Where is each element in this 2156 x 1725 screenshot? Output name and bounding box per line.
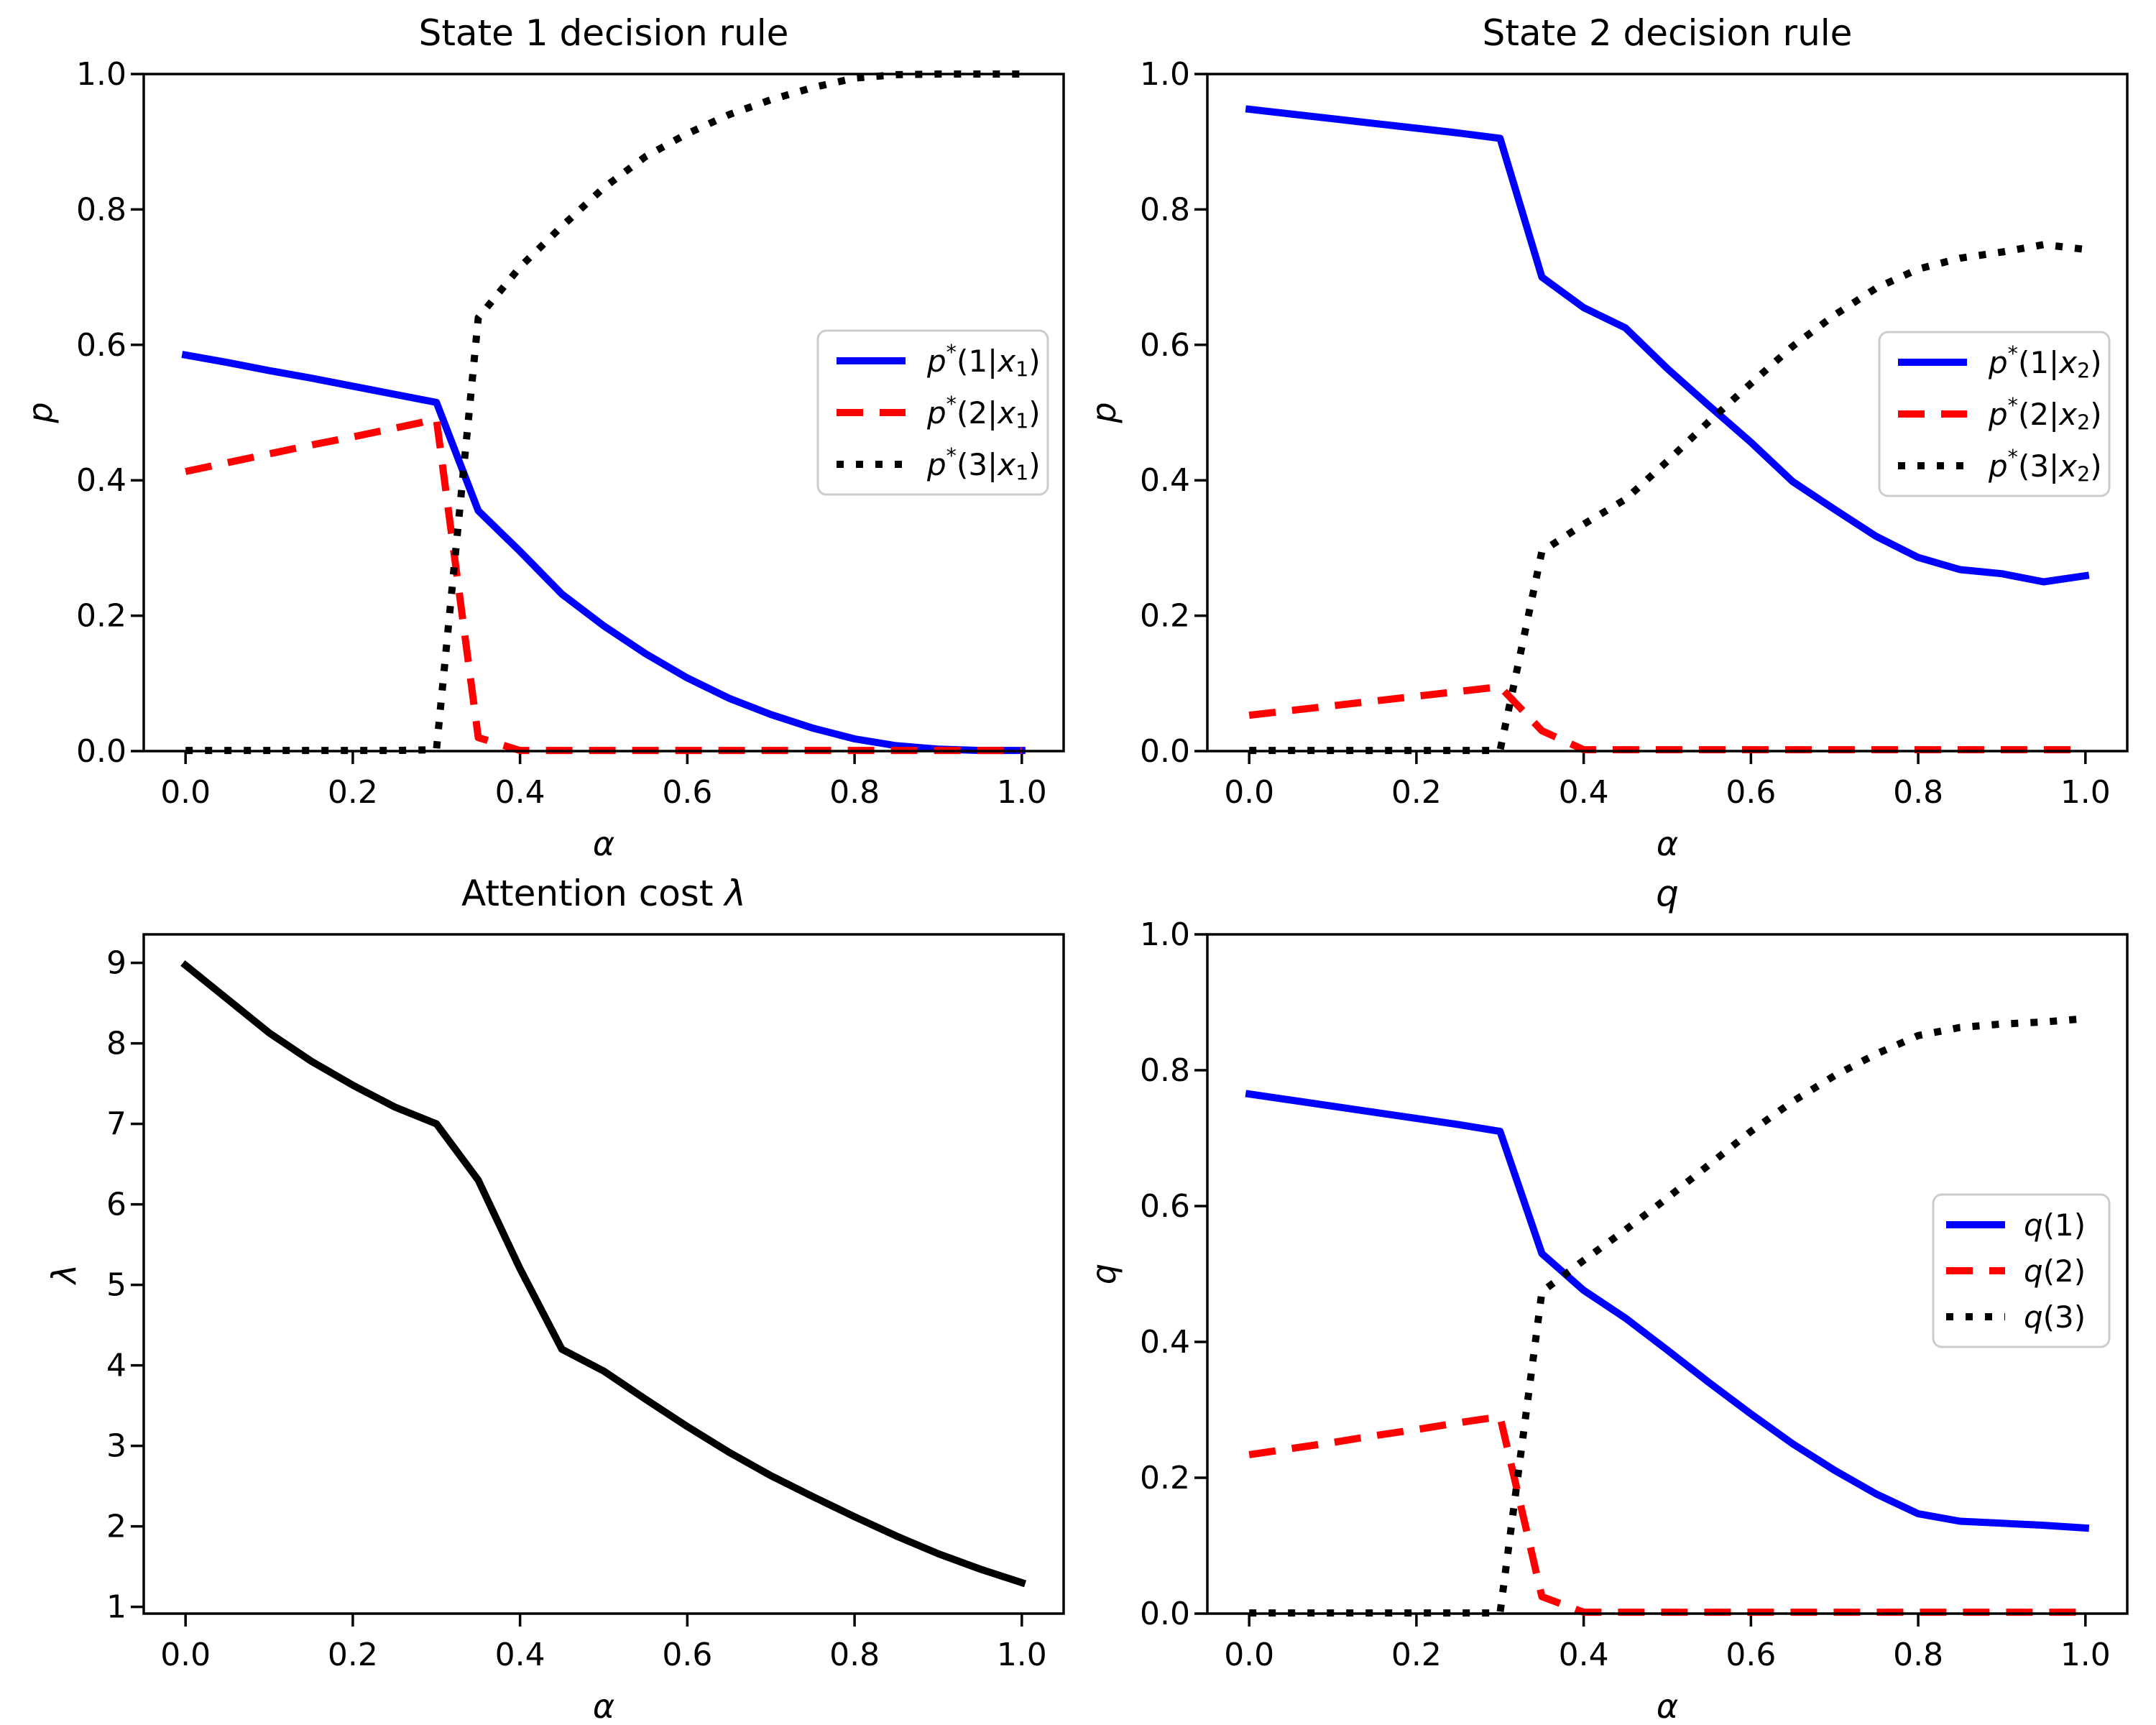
x-tick-label: 0.4 [495, 1637, 545, 1673]
y-tick-label: 1.0 [76, 56, 126, 93]
legend: p*(1|x1) p*(2|x1) p*(3|x1) [816, 329, 1049, 496]
y-tick-label: 0.4 [1140, 462, 1190, 499]
y-tick-label: 0.6 [76, 327, 126, 364]
series-line-1 [1248, 1413, 2086, 1616]
x-tick-label: 0.8 [1893, 774, 1943, 811]
series-line-1 [1248, 683, 2086, 754]
y-tick-label: 0.0 [1140, 1596, 1190, 1632]
y-tick-label: 5 [106, 1267, 126, 1304]
x-tick-label: 0.2 [1391, 774, 1442, 811]
y-tick-label: 0.8 [1140, 1052, 1190, 1089]
x-tick-label: 0.8 [829, 774, 880, 811]
x-tick-label: 1.0 [2060, 1637, 2111, 1673]
x-tick-label: 0.6 [662, 774, 712, 811]
legend: q(1) q(2) q(3) [1932, 1193, 2111, 1348]
legend-entry-label: p*(1|x2) [1988, 341, 2102, 382]
chart-title: Attention cost λ [461, 873, 746, 914]
x-axis-label: α [593, 1687, 614, 1725]
panel-attention-cost: Attention cost λ α λ 0.0 0.2 0.4 0.6 0.8 1.0 1 2 3 4… [0, 862, 1078, 1725]
y-axis-label: p [21, 402, 60, 423]
series-line-2 [1249, 241, 2086, 755]
y-tick-label: 0.2 [1140, 598, 1190, 635]
x-tick-label: 0.0 [160, 1637, 211, 1673]
x-axis-label: α [1657, 1687, 1678, 1725]
state-2-decision-rule-chart: State 2 decision rule α p 0.0 0.2 0.4 0.6 0.8 1.… [1084, 12, 2129, 862]
x-tick-label: 0.6 [662, 1637, 712, 1673]
x-tick-label: 0.4 [495, 774, 545, 811]
x-tick-label: 0.0 [160, 774, 211, 811]
x-tick-label: 0.2 [328, 774, 378, 811]
attention-cost-chart: Attention cost λ α λ 0.0 0.2 0.4 0.6 0.8 1.0 1 2 3 4… [45, 873, 1065, 1725]
legend-entry-label: q(2) [2024, 1254, 2086, 1289]
state-1-decision-rule-chart: State 1 decision rule α p 0.0 0.2 0.4 0.6 0.8 1.… [21, 12, 1065, 862]
legend: p*(1|x2) p*(2|x2) p*(3|x2) [1878, 331, 2111, 497]
y-tick-label: 1 [106, 1589, 126, 1626]
y-tick-label: 4 [106, 1348, 126, 1384]
axes-spines [1206, 933, 2129, 1615]
x-tick-label: 0.8 [829, 1637, 880, 1673]
x-tick-label: 0.6 [1726, 1637, 1776, 1673]
x-tick-label: 1.0 [2060, 774, 2111, 811]
y-axis-label: p [1084, 402, 1123, 423]
y-tick-label: 0.0 [76, 733, 126, 770]
chart-title: State 2 decision rule [1483, 12, 1853, 54]
y-tick-label: 3 [106, 1428, 126, 1465]
y-tick-label: 7 [106, 1106, 126, 1143]
chart-title: q [1656, 873, 1679, 914]
series-line-0 [1245, 105, 2090, 586]
y-tick-label: 0.4 [76, 462, 126, 499]
y-tick-label: 0.0 [1140, 733, 1190, 770]
y-tick-label: 0.8 [76, 191, 126, 228]
legend-frame [1932, 1193, 2111, 1348]
axes-spines [142, 73, 1065, 753]
x-tick-label: 0.4 [1559, 1637, 1609, 1673]
legend-entry-label: p*(3|x1) [926, 443, 1041, 484]
y-tick-label: 0.4 [1140, 1324, 1190, 1361]
series-line-0 [180, 960, 1027, 1588]
x-tick-label: 1.0 [997, 1637, 1047, 1673]
x-tick-label: 0.4 [1559, 774, 1609, 811]
axes-spines [142, 933, 1065, 1615]
y-tick-label: 8 [106, 1026, 126, 1062]
y-tick-label: 0.8 [1140, 191, 1190, 228]
x-axis-label: α [1657, 824, 1678, 862]
legend-entry-label: p*(3|x2) [1988, 444, 2102, 486]
legend-frame [816, 329, 1049, 496]
y-tick-label: 1.0 [1140, 56, 1190, 93]
legend-entry-label: p*(1|x1) [926, 339, 1041, 381]
x-tick-label: 0.2 [328, 1637, 378, 1673]
legend-entry-label: q(1) [2024, 1208, 2086, 1243]
panel-q: q α q 0.0 0.2 0.4 0.6 0.8 1.0 0.0 0.2 0.4 0.6 0.8 1.0 q… [1078, 862, 2156, 1725]
legend-entry-label: q(3) [2024, 1300, 2086, 1335]
x-tick-label: 0.8 [1893, 1637, 1943, 1673]
y-tick-label: 2 [106, 1509, 126, 1545]
x-axis-label: α [593, 824, 614, 862]
legend-frame [1878, 331, 2111, 497]
y-axis-label: q [1084, 1264, 1123, 1284]
y-tick-label: 0.2 [76, 598, 126, 635]
y-tick-label: 6 [106, 1187, 126, 1223]
x-tick-label: 0.0 [1224, 774, 1274, 811]
x-tick-label: 0.6 [1726, 774, 1776, 811]
chart-title: State 1 decision rule [419, 12, 789, 54]
x-tick-label: 1.0 [997, 774, 1047, 811]
x-tick-label: 0.0 [1224, 1637, 1274, 1673]
panel-state-1: State 1 decision rule α p 0.0 0.2 0.4 0.6 0.8 1.… [0, 0, 1078, 862]
legend-entry-label: p*(2|x1) [926, 391, 1041, 433]
y-tick-label: 0.2 [1140, 1460, 1190, 1496]
panel-state-2: State 2 decision rule α p 0.0 0.2 0.4 0.6 0.8 1.… [1078, 0, 2156, 862]
q-chart: q α q 0.0 0.2 0.4 0.6 0.8 1.0 0.0 0.2 0.4 0.6 0.8 1.0 q… [1084, 873, 2129, 1725]
y-tick-label: 0.6 [1140, 327, 1190, 364]
legend-entry-label: p*(2|x2) [1988, 392, 2102, 434]
y-tick-label: 1.0 [1140, 916, 1190, 953]
y-tick-label: 0.6 [1140, 1188, 1190, 1225]
axes-spines [1206, 73, 2129, 753]
series-line-0 [181, 351, 1026, 755]
x-tick-label: 0.2 [1391, 1637, 1442, 1673]
y-axis-label: λ [45, 1264, 83, 1286]
series-line-0 [1245, 1090, 2090, 1532]
y-tick-label: 9 [106, 945, 126, 982]
